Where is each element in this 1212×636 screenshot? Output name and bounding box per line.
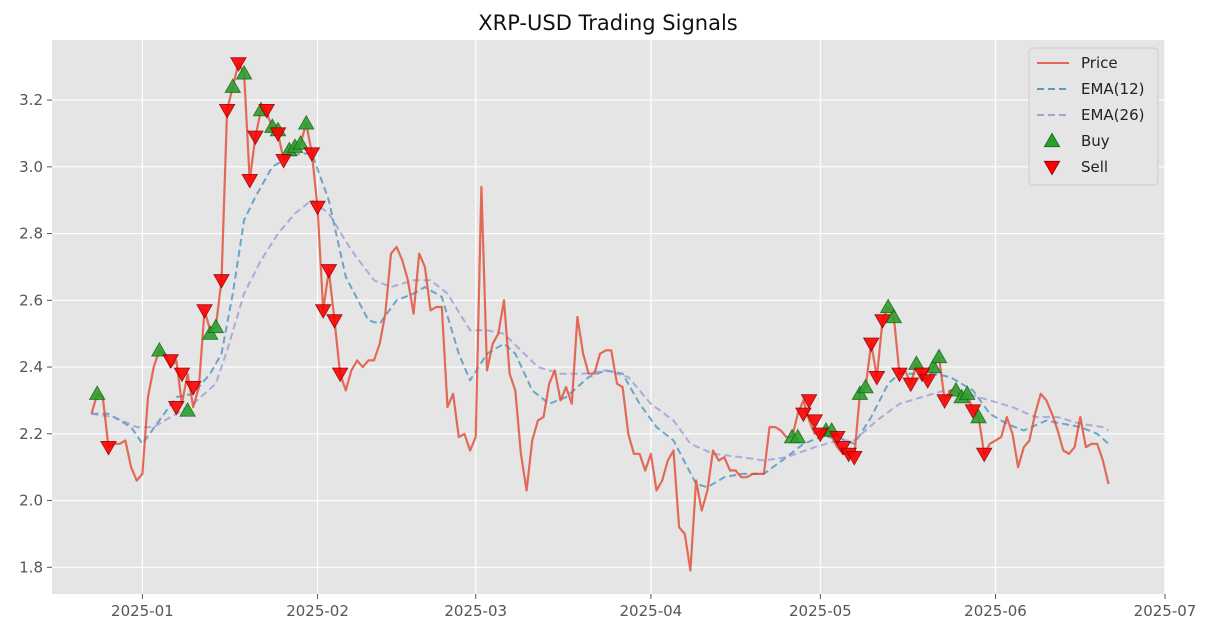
- buy-marker: [885, 308, 903, 324]
- ema-12-line: [91, 152, 1110, 489]
- buy-marker: [857, 378, 874, 394]
- y-tick-label: 3.2: [19, 91, 43, 109]
- y-tick-label: 2.2: [19, 425, 43, 443]
- sell-marker: [975, 447, 993, 463]
- x-tick-label: 2025-01: [111, 602, 174, 620]
- legend: Price EMA(12) EMA(26) Buy Sell: [1028, 47, 1159, 186]
- buy-marker: [879, 298, 897, 314]
- sell-marker: [247, 130, 264, 146]
- sell-marker: [173, 367, 191, 383]
- ema-26-line: [91, 199, 1110, 462]
- sell-marker: [184, 380, 202, 396]
- grid-lines: [52, 40, 1166, 594]
- sell-marker: [320, 264, 338, 279]
- x-tick-label: 2025-06: [964, 602, 1027, 620]
- buy-marker: [207, 318, 225, 334]
- buy-marker: [930, 348, 948, 364]
- sell-marker: [258, 103, 276, 119]
- sell-marker: [314, 304, 332, 319]
- sell-marker: [275, 154, 293, 169]
- buy-marker: [224, 78, 242, 93]
- buy-marker: [235, 64, 253, 80]
- sell-marker: [269, 127, 287, 142]
- sell-marker: [303, 147, 321, 162]
- legend-box: [1028, 47, 1159, 186]
- x-tick-label: 2025-04: [620, 602, 683, 620]
- sell-marker: [100, 441, 117, 456]
- sell-marker: [936, 394, 954, 409]
- buy-marker: [179, 401, 196, 417]
- sell-marker: [218, 103, 236, 119]
- x-tick-label: 2025-03: [444, 602, 507, 620]
- legend-entry-buy-swatch: [1043, 132, 1061, 148]
- buy-marker: [88, 385, 106, 400]
- sell-marker: [862, 337, 880, 353]
- signal-markers: [88, 57, 993, 466]
- sell-marker: [828, 431, 846, 446]
- sell-marker: [902, 377, 920, 393]
- legend-entry-price-label: Price: [1081, 54, 1118, 72]
- buy-marker: [292, 134, 309, 150]
- plot-area: [52, 40, 1165, 594]
- sell-marker: [309, 200, 326, 216]
- sell-marker: [845, 451, 863, 466]
- legend-entry-buy-label: Buy: [1081, 132, 1110, 150]
- y-tick-label: 2.8: [19, 225, 43, 243]
- sell-marker: [891, 367, 908, 383]
- sell-marker: [331, 367, 349, 383]
- buy-marker: [958, 385, 976, 400]
- sell-marker: [196, 304, 213, 319]
- sell-marker: [800, 394, 818, 409]
- x-tick-label: 2025-02: [286, 602, 349, 620]
- sell-marker: [167, 400, 185, 416]
- legend-entry-ema-26-label: EMA(26): [1081, 106, 1144, 124]
- sell-marker: [806, 414, 824, 429]
- sell-marker: [868, 370, 886, 386]
- sell-marker: [919, 374, 937, 389]
- buy-marker: [150, 341, 168, 357]
- buy-marker: [297, 114, 315, 130]
- legend-entry-ema-12-label: EMA(12): [1081, 80, 1144, 98]
- y-tick-label: 1.8: [19, 558, 43, 576]
- buy-marker: [924, 358, 942, 374]
- y-tick-label: 2.6: [19, 291, 43, 309]
- x-tick-label: 2025-07: [1134, 602, 1197, 620]
- sell-marker: [812, 427, 829, 443]
- buy-marker: [970, 408, 987, 424]
- y-tick-label: 3.0: [19, 158, 43, 176]
- buy-marker: [789, 428, 807, 444]
- sell-marker: [162, 354, 180, 369]
- sell-marker: [213, 274, 230, 289]
- legend-entry-sell-label: Sell: [1081, 158, 1108, 176]
- y-tick-label: 2.4: [19, 358, 43, 376]
- x-axis: 2025-01 2025-02 2025-03 2025-04 2025-05 2025-…: [111, 594, 1196, 620]
- y-axis: 1.8 2.0 2.2 2.4 2.6 2.8 3.0 3.2: [19, 91, 52, 576]
- legend-entry-sell-swatch: [1043, 160, 1061, 176]
- chart-title: XRP-USD Trading Signals: [478, 11, 737, 35]
- sell-marker: [964, 404, 982, 419]
- sell-marker: [874, 314, 891, 329]
- y-tick-label: 2.0: [19, 492, 43, 510]
- sell-marker: [230, 57, 247, 72]
- sell-marker: [326, 314, 343, 329]
- sell-marker: [241, 174, 259, 189]
- x-tick-label: 2025-05: [789, 602, 852, 620]
